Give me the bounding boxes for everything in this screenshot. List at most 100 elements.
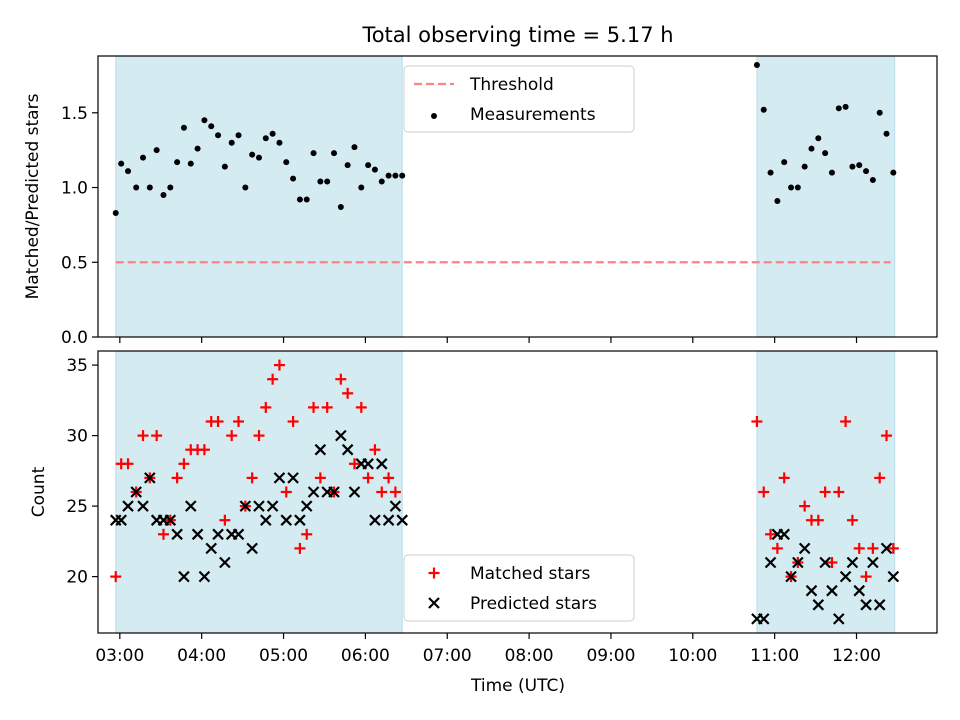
- axes-frame: [97, 350, 938, 634]
- y-tick-label: 35: [66, 356, 88, 376]
- measurement-point: [392, 172, 399, 179]
- x-b: [887, 570, 900, 583]
- measurement-point: [358, 184, 365, 191]
- matched-star-point: [881, 430, 893, 442]
- measurement-point: [242, 184, 249, 191]
- measurement-point: [385, 172, 392, 179]
- matched-star-point: [137, 430, 149, 442]
- matched-star-point: [233, 416, 245, 427]
- observing-span-2: [756, 56, 896, 337]
- matched-star-point: [846, 514, 858, 526]
- predicted-star-point: [219, 556, 231, 569]
- measurement-point: [876, 109, 883, 116]
- predicted-star-point: [335, 429, 347, 442]
- measurement-point: [344, 162, 351, 169]
- y-axis-label-count: Count: [29, 466, 49, 517]
- predicted-star-point: [280, 514, 293, 526]
- legend: Threshold Measurements: [403, 65, 635, 133]
- matched-star-point: [226, 430, 238, 442]
- measurement-point: [828, 169, 835, 176]
- measurement-point: [863, 168, 870, 175]
- legend-label: Measurements: [470, 105, 596, 125]
- x-b: [382, 514, 395, 526]
- legend-label: Threshold: [469, 75, 554, 95]
- measurement-point: [118, 160, 125, 167]
- matched-star-point: [171, 472, 183, 484]
- matched-star-point: [151, 430, 163, 442]
- matched-star-point: [348, 458, 360, 470]
- predicted-star-point: [798, 542, 811, 555]
- measurement-point: [371, 166, 378, 173]
- measurement-point: [290, 175, 297, 182]
- observing-span-1: [115, 351, 403, 633]
- x-b: [873, 599, 886, 611]
- x-tick-label: 04:00: [177, 646, 226, 666]
- legend-measurement-swatch: [431, 113, 437, 119]
- matched-star-point: [355, 401, 367, 413]
- matched-star-point: [260, 401, 272, 413]
- x-b: [300, 500, 313, 512]
- matched-star-point: [383, 472, 395, 484]
- measurement-point: [808, 145, 815, 152]
- measurement-point: [215, 132, 222, 139]
- y-tick-label: 1.0: [61, 179, 88, 199]
- matched-star-point: [771, 542, 783, 554]
- predicted-star-point: [757, 613, 770, 625]
- y-tick-label: 20: [66, 568, 88, 588]
- predicted-star-point: [246, 542, 258, 555]
- measurement-point: [822, 150, 829, 157]
- counts-panel: 20 25 30 35 03:00 04:00 05:00 06:00 07:00 08:00 09…: [66, 350, 938, 666]
- measurement-point: [249, 151, 256, 158]
- x-tick-label: 07:00: [423, 646, 472, 666]
- measurement-point: [317, 178, 324, 185]
- matched-star-point: [294, 542, 306, 554]
- x-b: [792, 556, 804, 569]
- matched-star-point: [833, 486, 845, 498]
- measurement-point: [283, 159, 290, 166]
- measurement-point: [174, 159, 181, 166]
- matched-star-point: [840, 416, 852, 427]
- matched-star-point: [321, 401, 333, 413]
- legend: Matched stars Predicted stars: [403, 554, 635, 622]
- predicted-star-point: [873, 599, 886, 611]
- predicted-star-point: [328, 486, 340, 498]
- matched-star-point: [826, 557, 838, 568]
- measurement-point: [794, 184, 801, 191]
- x-b: [826, 584, 838, 597]
- predicted-star-point: [778, 528, 790, 541]
- predicted-star-point: [171, 528, 183, 541]
- measurement-point: [788, 184, 795, 191]
- measurement-point: [140, 154, 147, 161]
- predicted-star-point: [232, 528, 245, 541]
- x-b: [294, 514, 306, 526]
- measurement-point: [767, 169, 774, 176]
- y-tick-label: 25: [66, 497, 88, 517]
- matched-star-point: [867, 542, 879, 554]
- x-b: [348, 486, 361, 498]
- matched-star-point: [860, 571, 872, 583]
- matched-star-point: [273, 359, 285, 371]
- measurement-point: [835, 105, 842, 112]
- predicted-star-point: [122, 500, 134, 512]
- measurement-point: [201, 117, 208, 124]
- x-b: [130, 486, 142, 498]
- x-b: [273, 472, 286, 484]
- predicted-star-point: [792, 556, 804, 569]
- predicted-star-point: [266, 500, 279, 512]
- x-b: [280, 514, 293, 526]
- x-b: [144, 472, 156, 484]
- x-b: [362, 458, 374, 470]
- matched-star-point: [874, 472, 886, 484]
- matched-star-point: [178, 458, 190, 470]
- y-tick-label: 0.5: [61, 253, 88, 273]
- predicted-star-point: [362, 458, 374, 470]
- x-b: [205, 542, 218, 555]
- measurement-point: [187, 160, 194, 167]
- measurement-point: [160, 192, 167, 199]
- matched-star-point: [778, 472, 790, 484]
- x-b: [219, 556, 231, 569]
- matched-star-point: [819, 486, 831, 498]
- x-b: [853, 584, 866, 597]
- matched-star-point: [799, 500, 811, 512]
